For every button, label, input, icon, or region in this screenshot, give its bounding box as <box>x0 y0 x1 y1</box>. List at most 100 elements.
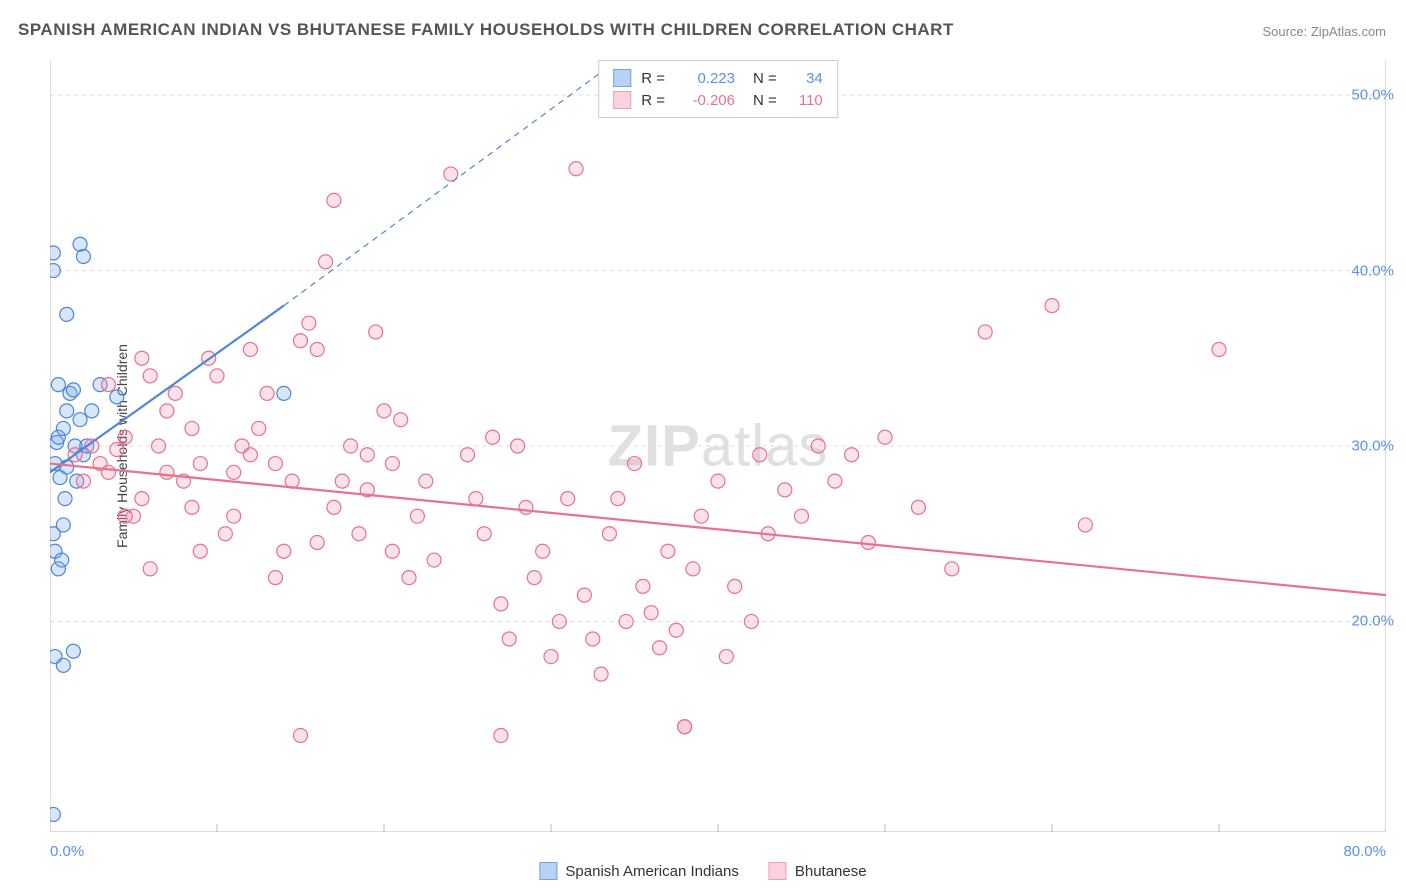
scatter-point <box>577 588 591 602</box>
y-tick-label: 40.0% <box>1351 262 1394 279</box>
scatter-point <box>544 650 558 664</box>
scatter-point <box>678 720 692 734</box>
scatter-point <box>686 562 700 576</box>
scatter-point <box>243 343 257 357</box>
scatter-point <box>861 536 875 550</box>
scatter-point <box>60 307 74 321</box>
scatter-point <box>469 492 483 506</box>
scatter-point <box>327 193 341 207</box>
n-label: N = <box>753 92 777 109</box>
x-min-label: 0.0% <box>50 843 84 860</box>
scatter-point <box>552 614 566 628</box>
n-value: 110 <box>787 92 823 109</box>
scatter-point <box>427 553 441 567</box>
scatter-point <box>110 443 124 457</box>
scatter-point <box>60 404 74 418</box>
scatter-point <box>778 483 792 497</box>
scatter-point <box>477 527 491 541</box>
legend-item: Spanish American Indians <box>539 862 738 880</box>
scatter-point <box>268 571 282 585</box>
scatter-point <box>55 553 69 567</box>
scatter-point <box>978 325 992 339</box>
scatter-point <box>1212 343 1226 357</box>
scatter-point <box>66 383 80 397</box>
scatter-point <box>653 641 667 655</box>
scatter-point <box>878 430 892 444</box>
r-label: R = <box>641 92 665 109</box>
scatter-point <box>644 606 658 620</box>
scatter-point <box>143 562 157 576</box>
scatter-point <box>719 650 733 664</box>
scatter-point <box>319 255 333 269</box>
scatter-point <box>402 571 416 585</box>
scatter-point <box>519 500 533 514</box>
scatter-point <box>494 597 508 611</box>
trend-line-dashed <box>284 60 618 306</box>
n-label: N = <box>753 70 777 87</box>
scatter-point <box>494 729 508 743</box>
legend-item: Bhutanese <box>769 862 867 880</box>
scatter-point <box>193 544 207 558</box>
scatter-point <box>619 614 633 628</box>
n-value: 34 <box>787 70 823 87</box>
legend-swatch <box>613 91 631 109</box>
scatter-point <box>76 250 90 264</box>
scatter-point <box>694 509 708 523</box>
scatter-plot <box>50 60 1386 832</box>
scatter-point <box>369 325 383 339</box>
scatter-point <box>335 474 349 488</box>
scatter-point <box>561 492 575 506</box>
chart-title: SPANISH AMERICAN INDIAN VS BHUTANESE FAM… <box>18 20 954 40</box>
scatter-point <box>502 632 516 646</box>
scatter-point <box>360 448 374 462</box>
scatter-point <box>160 404 174 418</box>
scatter-point <box>1078 518 1092 532</box>
scatter-point <box>1045 299 1059 313</box>
scatter-point <box>945 562 959 576</box>
scatter-point <box>185 500 199 514</box>
scatter-point <box>193 457 207 471</box>
y-tick-label: 30.0% <box>1351 438 1394 455</box>
scatter-point <box>73 413 87 427</box>
scatter-point <box>277 386 291 400</box>
scatter-point <box>753 448 767 462</box>
scatter-point <box>410 509 424 523</box>
scatter-point <box>56 658 70 672</box>
scatter-point <box>486 430 500 444</box>
scatter-point <box>210 369 224 383</box>
r-value: -0.206 <box>675 92 735 109</box>
scatter-point <box>294 334 308 348</box>
scatter-point <box>636 579 650 593</box>
scatter-point <box>227 465 241 479</box>
scatter-point <box>50 264 60 278</box>
scatter-point <box>911 500 925 514</box>
scatter-point <box>828 474 842 488</box>
scatter-point <box>118 509 132 523</box>
scatter-point <box>294 729 308 743</box>
scatter-point <box>135 492 149 506</box>
scatter-point <box>243 448 257 462</box>
stats-row: R = 0.223 N = 34 <box>613 67 823 89</box>
scatter-point <box>268 457 282 471</box>
scatter-point <box>419 474 433 488</box>
scatter-point <box>85 404 99 418</box>
legend-swatch <box>539 862 557 880</box>
scatter-point <box>135 351 149 365</box>
scatter-point <box>527 571 541 585</box>
scatter-point <box>594 667 608 681</box>
scatter-point <box>602 527 616 541</box>
scatter-point <box>586 632 600 646</box>
y-tick-label: 20.0% <box>1351 613 1394 630</box>
scatter-point <box>110 390 124 404</box>
scatter-point <box>811 439 825 453</box>
scatter-point <box>845 448 859 462</box>
scatter-point <box>160 465 174 479</box>
scatter-point <box>344 439 358 453</box>
scatter-point <box>185 421 199 435</box>
scatter-point <box>611 492 625 506</box>
chart-area: Family Households with Children ZIPatlas… <box>50 60 1386 832</box>
scatter-point <box>227 509 241 523</box>
scatter-point <box>260 386 274 400</box>
x-max-label: 80.0% <box>1343 843 1386 860</box>
scatter-point <box>352 527 366 541</box>
